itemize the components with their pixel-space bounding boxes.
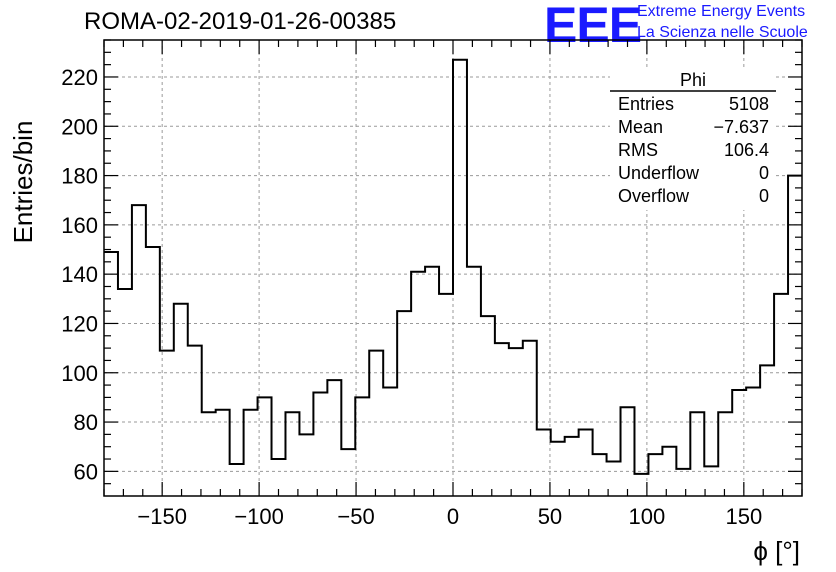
stats-value-underflow: 0 <box>759 163 769 183</box>
stats-value-entries: 5108 <box>729 94 769 114</box>
y-tick-label: 120 <box>61 311 98 336</box>
y-tick-label: 160 <box>61 213 98 238</box>
stats-value-overflow: 0 <box>759 186 769 206</box>
x-tick-label: −100 <box>234 504 284 529</box>
y-tick-labels: 60 80 100 120 140 160 180 200 220 <box>61 65 98 484</box>
x-tick-label: 0 <box>447 504 459 529</box>
x-tick-labels: −150 −100 −50 0 50 100 150 <box>137 504 762 529</box>
x-axis-title: ϕ [°] <box>753 536 800 566</box>
stats-value-rms: 106.4 <box>724 140 769 160</box>
stats-value-mean: −7.637 <box>713 117 769 137</box>
logo-caption-line1: Extreme Energy Events <box>637 3 806 20</box>
y-tick-label: 140 <box>61 262 98 287</box>
plot-frame <box>103 39 803 497</box>
y-tick-label: 100 <box>61 361 98 386</box>
y-tick-label: 180 <box>61 164 98 189</box>
eee-logo: EEE <box>544 0 642 53</box>
x-tick-label: −50 <box>337 504 374 529</box>
y-axis-title: Entries/bin <box>8 121 38 244</box>
stats-label-underflow: Underflow <box>618 163 700 183</box>
y-tick-label: 60 <box>74 459 98 484</box>
y-tick-label: 80 <box>74 410 98 435</box>
stats-box-background <box>610 70 776 210</box>
y-tick-label: 220 <box>61 65 98 90</box>
stats-label-mean: Mean <box>618 117 663 137</box>
stats-label-entries: Entries <box>618 94 674 114</box>
x-tick-label: 100 <box>629 504 666 529</box>
chart-title: ROMA-02-2019-01-26-00385 <box>84 8 397 35</box>
x-tick-label: −150 <box>137 504 187 529</box>
x-tick-label: 50 <box>538 504 562 529</box>
histogram-step-line <box>104 58 802 475</box>
stats-box: Phi Entries 5108 Mean −7.637 RMS 106.4 U… <box>610 70 776 210</box>
logo-caption-line2: La Scienza nelle Scuole <box>637 24 808 41</box>
stats-box-name: Phi <box>680 70 706 90</box>
stats-label-overflow: Overflow <box>618 186 690 206</box>
y-tick-label: 200 <box>61 114 98 139</box>
stats-label-rms: RMS <box>618 140 658 160</box>
x-tick-label: 150 <box>725 504 762 529</box>
